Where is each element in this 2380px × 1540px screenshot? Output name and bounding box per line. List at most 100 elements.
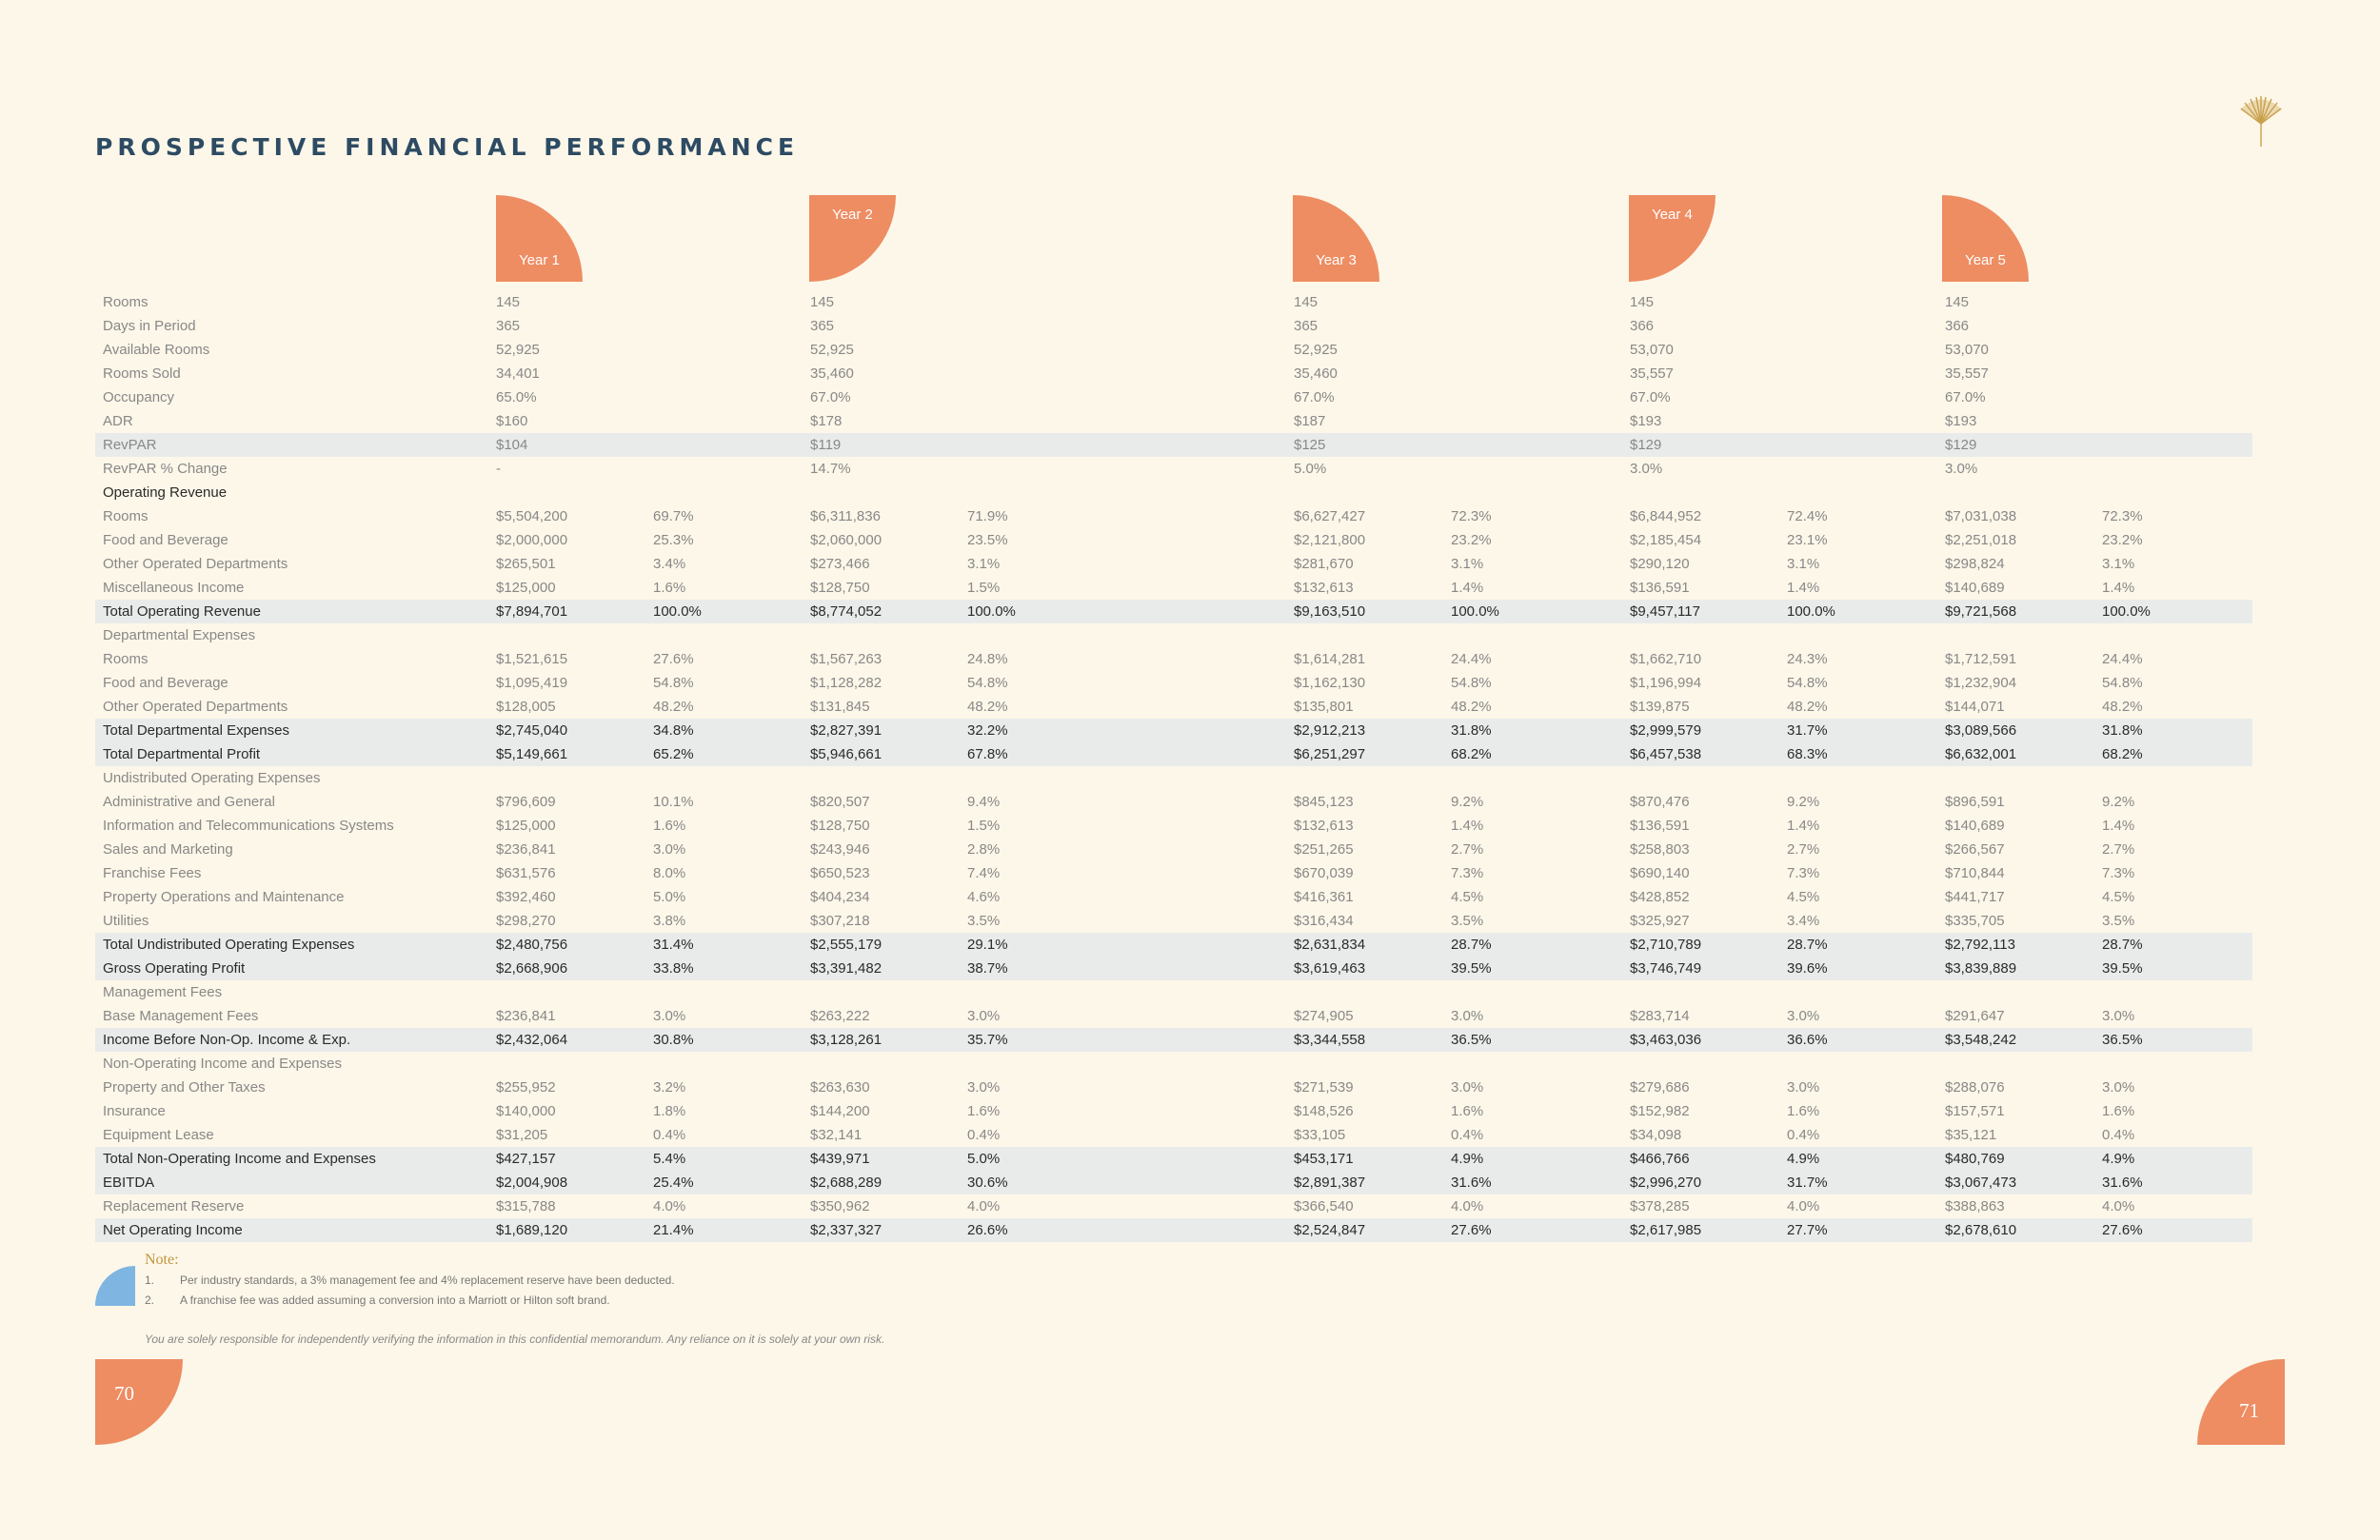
row-label: Days in Period [103,318,196,334]
percent-cell: 1.6% [1787,1103,1820,1119]
amount-cell: $1,196,994 [1630,675,1702,691]
table-row: ADR $160 $178 $187 $193 $193 [95,409,2252,433]
percent-cell [653,433,810,457]
percent-cell: 2.8% [967,841,1001,858]
table-row: Property Operations and Maintenance $392,… [95,885,2252,909]
percent-cell: 0.4% [1787,1127,1820,1143]
percent-cell: 24.8% [967,651,1008,667]
amount-cell: $119 [810,433,967,457]
amount-cell: $453,171 [1294,1147,1451,1171]
percent-cell: 27.6% [2102,1218,2252,1242]
table-row: Days in Period 365 365 365 366 366 [95,314,2252,338]
table-row: Total Non-Operating Income and Expenses $… [95,1147,2252,1171]
disclaimer: You are solely responsible for independe… [145,1333,885,1346]
amount-cell [1945,766,2102,790]
table-row: Rooms Sold 34,401 35,460 35,460 35,557 35,557 [95,362,2252,385]
amount-cell: $3,128,261 [810,1028,967,1052]
percent-cell: 3.1% [967,556,1001,572]
amount-cell: $263,630 [810,1079,870,1096]
page-number-right: 71 [2197,1359,2285,1445]
amount-cell: $2,996,270 [1630,1171,1787,1194]
row-label: Total Non-Operating Income and Expenses [95,1147,496,1171]
percent-cell: 0.4% [967,1127,1001,1143]
amount-cell: $3,548,242 [1945,1028,2102,1052]
row-label: Available Rooms [103,342,210,358]
amount-cell: $258,803 [1630,841,1690,858]
amount-cell: $5,946,661 [810,742,967,766]
amount-cell: $139,875 [1630,699,1690,715]
amount-cell: $135,801 [1294,699,1354,715]
percent-cell [2102,290,2252,314]
table-row: Income Before Non-Op. Income & Exp. $2,43… [95,1028,2252,1052]
amount-cell: $2,524,847 [1294,1218,1451,1242]
table-row: Total Departmental Expenses $2,745,040 34.… [95,719,2252,742]
percent-cell: 54.8% [2102,675,2143,691]
percent-cell: 72.3% [1451,508,1492,524]
amount-cell: $290,120 [1630,556,1690,572]
amount-cell: $35,121 [1945,1127,1997,1143]
amount-cell: $428,852 [1630,889,1690,905]
percent-cell: 38.7% [967,957,1294,980]
amount-cell [496,1052,653,1076]
amount-cell: $6,632,001 [1945,742,2102,766]
percent-cell: 3.4% [653,556,686,572]
percent-cell [653,481,810,504]
percent-cell [2102,362,2252,385]
amount-cell: $427,157 [496,1147,653,1171]
table-row: Rooms 145 145 145 145 145 [95,290,2252,314]
amount-cell: $1,232,904 [1945,675,2017,691]
amount-cell: $896,591 [1945,794,2005,810]
percent-cell: 27.6% [653,651,694,667]
table-row: Franchise Fees $631,576 8.0% $650,523 7.4% $6… [95,861,2252,885]
note-item: 1. Per industry standards, a 3% managemen… [145,1273,675,1287]
amount-cell: $2,891,387 [1294,1171,1451,1194]
amount-cell: 3.0% [1945,461,1978,477]
percent-cell: 4.6% [967,889,1001,905]
row-label: Food and Beverage [103,675,228,691]
table-row: Information and Telecommunications Syste… [95,814,2252,838]
note-label: Note: [145,1252,179,1268]
percent-cell: 1.4% [1787,580,1820,596]
amount-cell [1630,481,1787,504]
percent-cell [2102,409,2252,433]
amount-cell: $315,788 [496,1198,556,1214]
page-number-left: 70 [95,1359,183,1445]
table-row: Operating Revenue [95,481,2252,504]
amount-cell: $388,863 [1945,1198,2005,1214]
percent-cell: 54.8% [1451,675,1492,691]
percent-cell: 3.5% [2102,913,2135,929]
amount-cell [1294,980,1451,1004]
percent-cell: 4.5% [2102,889,2135,905]
amount-cell [1294,481,1451,504]
percent-cell: 31.7% [1787,1171,1945,1194]
amount-cell: $2,710,789 [1630,933,1787,957]
percent-cell: 72.3% [2102,508,2143,524]
percent-cell [2102,314,2252,338]
percent-cell: 3.0% [1451,1008,1484,1024]
table-row: Rooms $5,504,200 69.7% $6,311,836 71.9% $6,62… [95,504,2252,528]
percent-cell: 3.0% [2102,1008,2135,1024]
amount-cell: $291,647 [1945,1008,2005,1024]
percent-cell: 30.6% [967,1171,1294,1194]
percent-cell [1451,362,1630,385]
amount-cell: $34,098 [1630,1127,1682,1143]
amount-cell [1294,623,1451,647]
amount-cell: $392,460 [496,889,556,905]
table-row: Rooms $1,521,615 27.6% $1,567,263 24.8% $1,61… [95,647,2252,671]
row-label: Rooms Sold [103,365,181,382]
amount-cell: $366,540 [1294,1198,1354,1214]
amount-cell: $7,894,701 [496,600,653,623]
amount-cell: $670,039 [1294,865,1354,881]
row-label: Operating Revenue [103,484,228,501]
percent-cell [1787,980,1945,1004]
percent-cell [1451,433,1630,457]
amount-cell: $439,971 [810,1147,967,1171]
percent-cell [967,980,1294,1004]
percent-cell: 39.5% [2102,957,2252,980]
percent-cell [653,766,810,790]
amount-cell: $281,670 [1294,556,1354,572]
percent-cell: 36.5% [2102,1028,2252,1052]
amount-cell: $2,792,113 [1945,933,2102,957]
amount-cell [1630,980,1787,1004]
percent-cell [653,1052,810,1076]
